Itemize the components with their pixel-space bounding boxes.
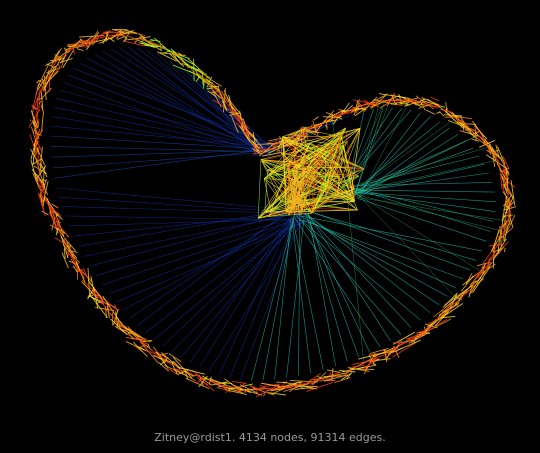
graph-edges-spokes [50, 46, 508, 381]
graph-caption: Zitney@rdist1. 4134 nodes, 91314 edges. [154, 431, 386, 444]
graph-edges-ring [28, 28, 517, 398]
graph-core-cluster [257, 127, 364, 219]
